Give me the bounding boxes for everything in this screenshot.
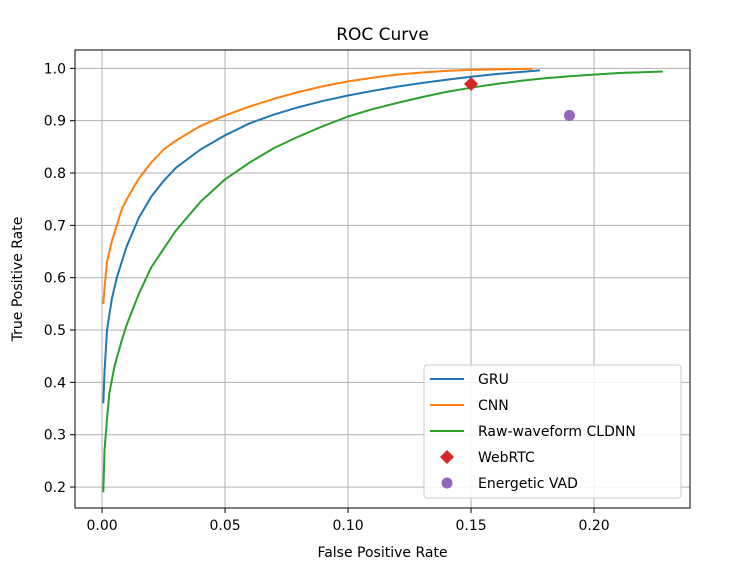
legend: GRU CNN Raw-waveform CLDNN WebRTC Energetic … [423,364,682,499]
plot-frame [74,49,691,509]
legend-label-gru: GRU [478,372,509,388]
series-line-raw-waveform-cldnn [102,70,663,493]
y-tick-label: 1.0 [44,61,66,77]
legend-label-cnn: CNN [478,398,509,414]
x-tick-label: 0.05 [209,518,240,534]
grid [75,50,690,508]
x-tick-label: 0.15 [455,518,486,534]
y-tick-label: 0.9 [44,114,66,130]
y-tick-label: 0.4 [44,375,66,391]
y-axis-label: True Positive Rate [10,217,26,343]
x-tick-label: 0.00 [86,518,117,534]
point-energetic-vad [563,109,575,121]
axis-ticks: 0.00 0.05 0.10 0.15 0.20 0.2 0.3 0.4 0.5 0.6 0.7 0.… [44,61,610,534]
chart-title: ROC Curve [336,25,429,45]
x-tick-label: 0.20 [578,518,609,534]
point-webrtc [464,77,479,92]
y-tick-label: 0.2 [44,480,66,496]
legend-label-raw-waveform-cldnn: Raw-waveform CLDNN [478,424,636,440]
legend-label-energetic-vad: Energetic VAD [478,476,578,492]
y-tick-label: 0.6 [44,271,66,287]
legend-box [423,364,682,499]
y-tick-label: 0.8 [44,166,66,182]
plot-series [102,67,663,493]
series-line-gru [102,69,540,404]
y-tick-label: 0.3 [44,428,66,444]
x-tick-label: 0.10 [332,518,363,534]
y-tick-label: 0.7 [44,218,66,234]
legend-swatch-energetic-vad [441,477,453,489]
legend-label-webrtc: WebRTC [478,450,535,466]
legend-swatch-webrtc [440,450,454,464]
x-axis-label: False Positive Rate [317,545,447,561]
y-tick-label: 0.5 [44,323,66,339]
series-line-cnn [102,67,533,304]
